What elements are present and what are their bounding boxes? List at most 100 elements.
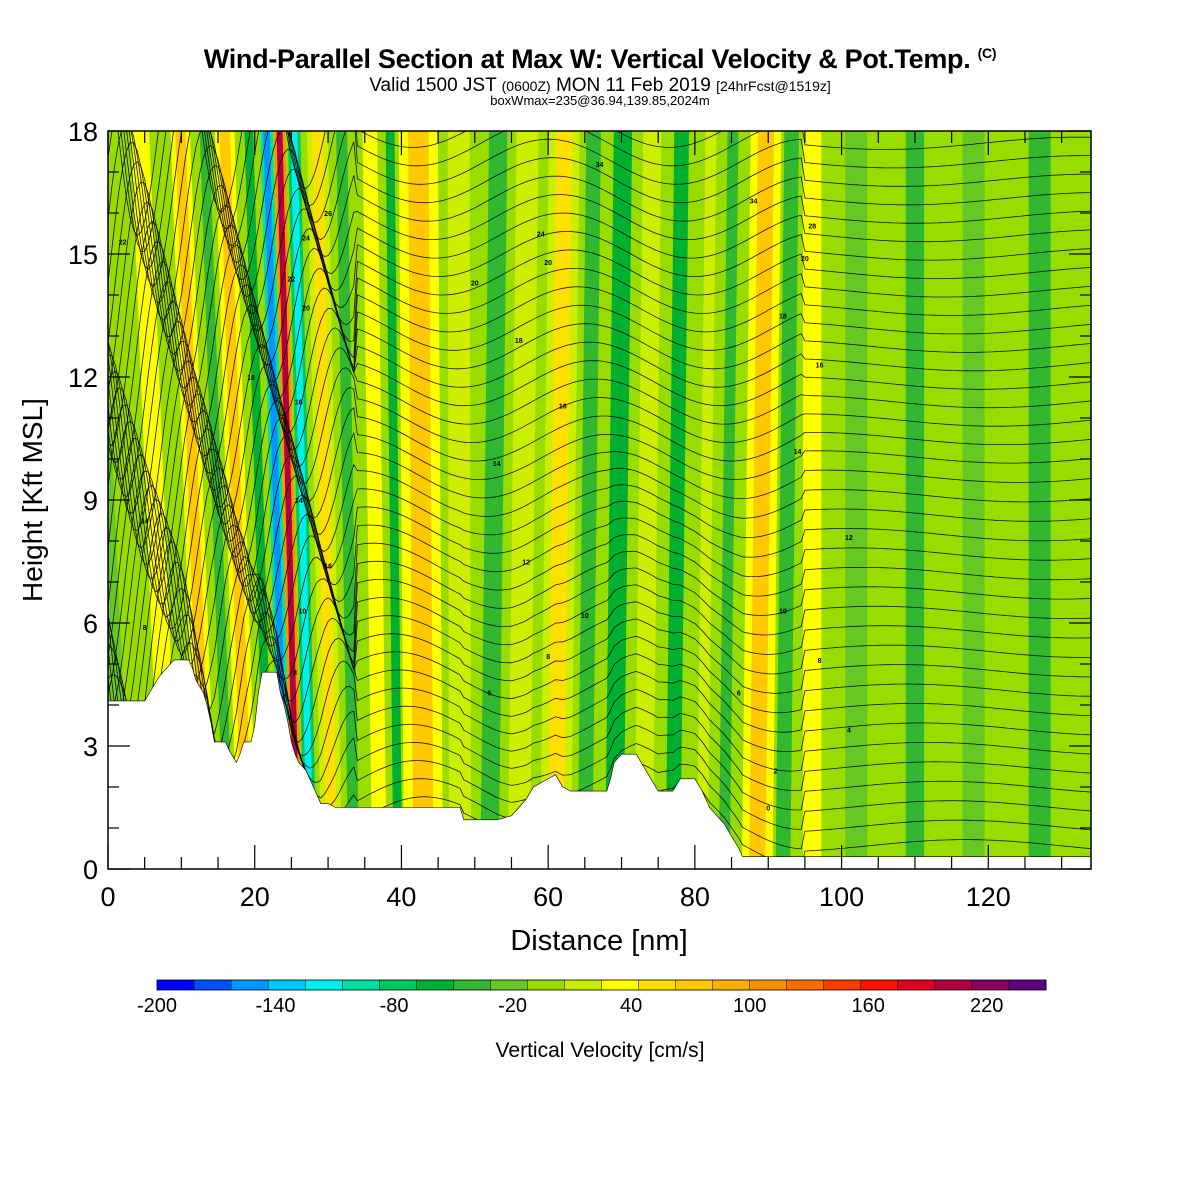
- valid-prefix: Valid 1500 JST: [369, 75, 497, 96]
- isentrope-line: [108, 201, 1091, 427]
- colorbar-swatch: [416, 980, 454, 990]
- colorbar-swatch: [860, 980, 899, 990]
- colorbar-tick-label: -200: [137, 995, 177, 1017]
- colorbar-tick-label: -140: [256, 995, 296, 1017]
- chart-title-unit: (C): [977, 45, 997, 61]
- isentrope-line: [108, 420, 1091, 630]
- velocity-band: [447, 131, 472, 869]
- colorbar-tick-label: 160: [852, 995, 885, 1017]
- contour-label: 18: [515, 338, 523, 345]
- colorbar-swatch: [934, 980, 973, 990]
- contour-label: 20: [302, 305, 310, 312]
- contour-label: 12: [522, 560, 530, 567]
- colorbar-swatch: [786, 980, 825, 990]
- isentrope-line: [108, 641, 1091, 811]
- colorbar-swatch: [379, 980, 417, 990]
- velocity-band: [665, 131, 689, 869]
- x-tick-label: 100: [819, 882, 864, 912]
- valid-date: MON 11 Feb 2019: [555, 75, 711, 96]
- colorbar-swatch: [305, 980, 343, 990]
- colorbar-tick-label: 40: [620, 995, 642, 1017]
- velocity-band: [1028, 131, 1051, 869]
- colorbar-swatch: [453, 980, 491, 990]
- isentrope-line: [108, 484, 1091, 714]
- x-tick-label: 0: [100, 882, 115, 912]
- velocity-band: [408, 131, 434, 869]
- isentrope-line: [108, 561, 1091, 776]
- contour-label: 14: [493, 461, 501, 468]
- y-tick-label: 18: [68, 117, 98, 147]
- colorbar-swatch: [194, 980, 232, 990]
- contour-label: 8: [143, 625, 147, 632]
- y-axis-label: Height [Kft MSL]: [17, 398, 48, 602]
- colorbar-swatch: [231, 980, 269, 990]
- colorbar-swatch: [675, 980, 714, 990]
- contour-label: 34: [750, 199, 758, 206]
- contour-label: 24: [537, 232, 545, 239]
- terrain-shape: [108, 659, 1091, 869]
- x-tick-label: 20: [240, 882, 270, 912]
- colorbar: -200 -140 -80 -20 40 100 160 220: [137, 979, 1047, 1017]
- isentrope-line: [108, 320, 1091, 532]
- chart-title: Wind-Parallel Section at Max W: Vertical…: [0, 44, 1200, 75]
- contour-label: 22: [287, 277, 295, 284]
- x-tick-label: 80: [680, 882, 710, 912]
- colorbar-swatch: [897, 980, 936, 990]
- contour-label: 16: [295, 400, 303, 407]
- isentrope-line: [108, 131, 1091, 321]
- contour-label: 20: [801, 256, 809, 263]
- isentrope-line: [108, 470, 1091, 694]
- x-tick-label: 60: [533, 882, 563, 912]
- contour-label: 34: [596, 162, 604, 169]
- contour-label: 28: [808, 223, 816, 230]
- x-tick-label: 40: [386, 882, 416, 912]
- colorbar-tick-label: 100: [733, 995, 766, 1017]
- colorbar-tick-label: 220: [970, 995, 1003, 1017]
- isentrope-line: [108, 370, 1091, 593]
- isentrope-line: [108, 541, 1091, 769]
- x-axis: 0 20 40 60 80 100 120: [100, 131, 1063, 912]
- colorbar-tick-label: -20: [498, 995, 527, 1017]
- colorbar-swatch: [490, 980, 528, 990]
- isentrope-line: [108, 142, 1091, 355]
- terrain: [108, 659, 1091, 869]
- potential-temperature-contours: [108, 131, 1091, 869]
- velocity-band: [362, 131, 387, 869]
- isentrope-line: [108, 220, 1091, 447]
- contour-label: 16: [816, 363, 824, 370]
- contour-labels: 2214818222426201614101683424202018161412…: [119, 162, 853, 813]
- isentrope-line: [108, 614, 1091, 791]
- colorbar-swatch: [638, 980, 677, 990]
- contour-label: 6: [488, 691, 492, 698]
- velocity-band: [480, 131, 508, 869]
- colorbar-swatch: [601, 980, 640, 990]
- contour-label: 20: [471, 281, 479, 288]
- isentrope-line: [108, 513, 1091, 742]
- y-tick-label: 12: [68, 363, 98, 393]
- x-axis-label: Distance [nm]: [510, 925, 687, 957]
- velocity-band: [219, 131, 253, 869]
- valid-utc: (0600Z): [501, 78, 551, 94]
- isentrope-line: [128, 131, 1091, 304]
- velocity-band: [336, 131, 360, 869]
- colorbar-swatch: [564, 980, 602, 990]
- contour-label: 0: [766, 806, 770, 813]
- contour-label: 14: [295, 498, 303, 505]
- colorbar-swatch: [1008, 980, 1047, 990]
- contour-label: 8: [818, 658, 822, 665]
- contour-label: 14: [794, 449, 802, 456]
- y-tick-label: 15: [68, 240, 98, 270]
- colorbar-swatch: [527, 980, 565, 990]
- contour-label: 12: [845, 535, 853, 542]
- velocity-band: [845, 131, 868, 869]
- y-tick-label: 0: [83, 855, 98, 885]
- colorbar-label: Vertical Velocity [cm/s]: [496, 1039, 705, 1062]
- contour-label: 16: [324, 564, 332, 571]
- contour-label: 20: [544, 260, 552, 267]
- contour-label: 18: [779, 314, 787, 321]
- contour-label: 10: [581, 613, 589, 620]
- isentrope-line: [108, 526, 1091, 755]
- chart-subtitle: Valid 1500 JST (0600Z) MON 11 Feb 2019 […: [0, 75, 1200, 97]
- colorbar-swatch: [749, 980, 788, 990]
- velocity-band: [385, 131, 403, 869]
